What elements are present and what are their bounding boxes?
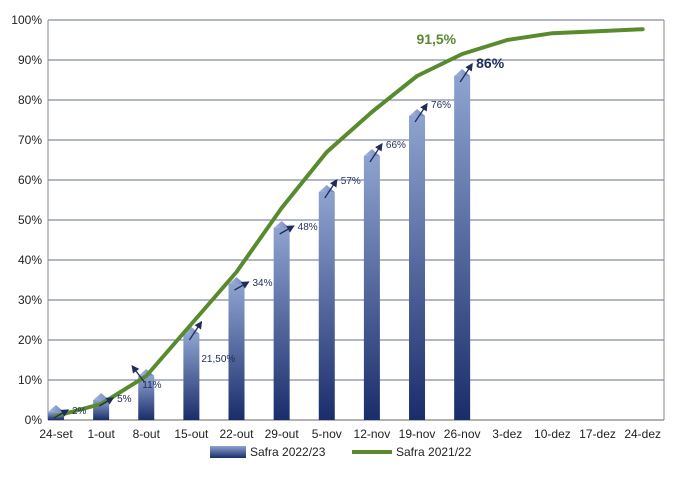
x-axis: 24-set 1-out 8-out 15-out 22-out 29-out 5-nov 1…: [39, 427, 661, 441]
label-arrow: [459, 62, 473, 83]
bar-cap: [318, 185, 335, 192]
bar-data-label: 5%: [117, 394, 132, 405]
bar-cap: [228, 277, 245, 284]
bar-data-label: 21,50%: [201, 354, 235, 365]
gridlines: [48, 19, 664, 421]
x-tick-label: 1-out: [87, 427, 115, 441]
x-tick-label: 24-dez: [624, 427, 661, 441]
line-path: [54, 27, 645, 418]
bar-data-label: 48%: [298, 222, 318, 233]
x-tick-label: 5-nov: [312, 427, 342, 441]
x-tick-label: 12-nov: [354, 427, 391, 441]
bar-cap: [363, 149, 380, 156]
bar-data-label: 86%: [476, 55, 505, 71]
bar-data-label: 76%: [431, 100, 451, 111]
bar-data-label: 34%: [253, 278, 273, 289]
y-tick-label: 0%: [25, 413, 43, 427]
x-tick-label: 8-out: [133, 427, 161, 441]
bar: [228, 284, 245, 420]
bar: [318, 192, 335, 420]
bar-data-label: 57%: [341, 176, 361, 187]
x-tick-label: 24-set: [39, 427, 73, 441]
x-tick-label: 17-dez: [579, 427, 616, 441]
bar-cap: [183, 327, 200, 334]
label-arrow: [234, 281, 250, 291]
y-tick-label: 100%: [11, 13, 42, 27]
bar: [273, 228, 290, 420]
label-arrow: [98, 397, 115, 407]
x-tick-label: 26-nov: [444, 427, 481, 441]
x-tick-label: 15-out: [174, 427, 209, 441]
bar-cap: [409, 109, 426, 116]
label-arrow: [414, 102, 428, 123]
y-tick-label: 80%: [18, 93, 42, 107]
label-arrow: [369, 142, 383, 163]
bar-cap: [48, 405, 64, 412]
label-arrow: [188, 320, 203, 341]
x-tick-label: 22-out: [219, 427, 254, 441]
x-tick-label: 10-dez: [534, 427, 571, 441]
data-labels: 2% 5% 11% 21,50% 34% 48% 57% 66% 76% 86%: [53, 55, 505, 419]
legend: Safra 2022/23 Safra 2021/22: [210, 445, 472, 459]
y-tick-label: 40%: [18, 253, 42, 267]
y-tick-label: 50%: [18, 213, 42, 227]
legend-label-line: Safra 2021/22: [396, 445, 472, 459]
bar-cap: [454, 69, 471, 76]
bar: [138, 376, 155, 420]
y-tick-label: 90%: [18, 53, 42, 67]
bar: [409, 116, 426, 420]
x-tick-label: 29-out: [265, 427, 300, 441]
y-axis: 0% 10% 20% 30% 40% 50% 60% 70% 80% 90% 100%: [11, 13, 42, 427]
bar-cap: [93, 393, 110, 400]
legend-swatch-bar: [210, 446, 246, 458]
x-tick-label: 19-nov: [399, 427, 436, 441]
bar-data-label: 66%: [386, 140, 406, 151]
x-tick-label: 3-dez: [492, 427, 522, 441]
line-series-safra-2021-22: 91,5%: [54, 27, 645, 418]
bar-cap: [273, 221, 290, 228]
label-arrow: [131, 364, 145, 383]
legend-label-bar: Safra 2022/23: [250, 445, 326, 459]
y-tick-label: 20%: [18, 333, 42, 347]
bar: [454, 76, 471, 420]
y-tick-label: 70%: [18, 133, 42, 147]
bar-data-label: 2%: [72, 406, 87, 417]
y-tick-label: 30%: [18, 293, 42, 307]
label-arrow: [53, 409, 70, 419]
line-annotation: 91,5%: [416, 31, 456, 47]
y-tick-label: 10%: [18, 373, 42, 387]
bar-series-safra-2022-23: [48, 69, 471, 420]
bar-data-label: 11%: [142, 380, 161, 391]
bar: [183, 334, 200, 420]
label-arrow: [324, 178, 338, 199]
y-tick-label: 60%: [18, 173, 42, 187]
bar: [363, 156, 380, 420]
label-arrow: [279, 225, 295, 235]
